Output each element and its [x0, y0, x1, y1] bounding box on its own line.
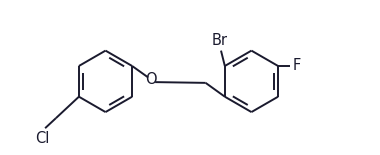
Text: F: F [293, 58, 301, 73]
Text: Br: Br [211, 33, 228, 48]
Text: Cl: Cl [35, 131, 49, 146]
Text: O: O [146, 72, 157, 87]
